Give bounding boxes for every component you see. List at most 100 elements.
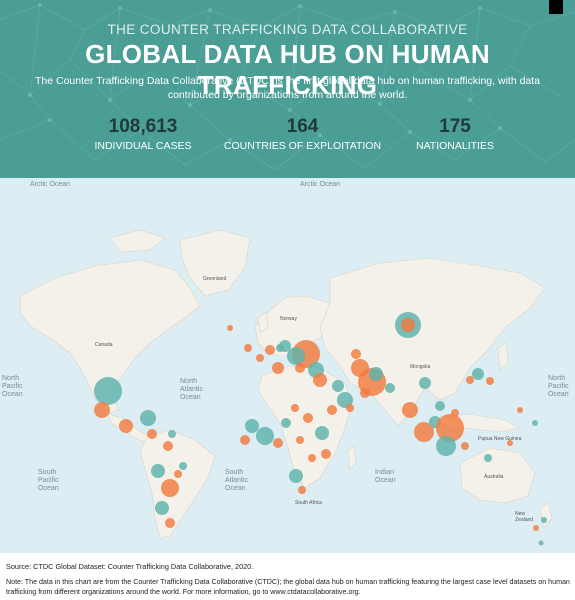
nationality-marker[interactable]: [265, 345, 275, 355]
label-south-pacific-ocean: South Pacific Ocean: [38, 469, 59, 492]
marker-layer: [94, 312, 547, 546]
land-greenland: [179, 229, 251, 297]
exploitation-marker[interactable]: [281, 418, 291, 428]
label-australia: Australia: [484, 474, 504, 480]
exploitation-marker[interactable]: [289, 469, 303, 483]
nationality-marker[interactable]: [436, 414, 464, 442]
data-note: Note: The data in this chart are from th…: [6, 578, 570, 596]
stat-value: 175: [439, 116, 471, 137]
nationality-marker[interactable]: [401, 318, 415, 332]
land-madagascar: [347, 445, 357, 471]
nationality-marker[interactable]: [291, 404, 299, 412]
world-map[interactable]: Arctic Ocean Arctic Ocean North Atlantic O…: [0, 178, 575, 553]
exploitation-marker[interactable]: [435, 401, 445, 411]
exploitation-marker[interactable]: [332, 380, 344, 392]
exploitation-marker[interactable]: [276, 344, 284, 352]
exploitation-marker[interactable]: [337, 392, 353, 408]
label-new-zealand: New Zealand: [515, 511, 533, 523]
nationality-marker[interactable]: [240, 435, 250, 445]
header-subtitle: The Counter Trafficking Data Collaborati…: [34, 75, 541, 101]
land-japan: [497, 342, 509, 371]
nationality-marker[interactable]: [147, 429, 157, 439]
label-greenland: Greenland: [203, 276, 227, 282]
nationality-marker[interactable]: [351, 349, 361, 359]
network-background-graphic: [0, 3, 575, 171]
land-australia: [459, 447, 536, 504]
nationality-marker[interactable]: [313, 373, 327, 387]
nationality-marker[interactable]: [296, 436, 304, 444]
nationality-marker[interactable]: [451, 409, 459, 417]
nationality-marker[interactable]: [486, 377, 494, 385]
label-north-pacific-ocean-left: North Pacific Ocean: [2, 375, 23, 398]
place-labels: Greenland Canada Norway Mongolia Austral…: [95, 276, 533, 523]
exploitation-marker[interactable]: [472, 368, 484, 380]
nationality-marker[interactable]: [244, 344, 252, 352]
label-indian-ocean: Indian Ocean: [375, 469, 396, 484]
label-south-atlantic-ocean: South Atlantic Ocean: [225, 469, 248, 492]
stat-value: 164: [286, 116, 319, 137]
exploitation-marker[interactable]: [140, 410, 156, 426]
nationality-marker[interactable]: [94, 402, 110, 418]
stat-value: 108,613: [108, 116, 178, 137]
label-arctic-ocean-right: Arctic Ocean: [300, 181, 340, 188]
nationality-marker[interactable]: [346, 404, 354, 412]
nationality-marker[interactable]: [308, 454, 316, 462]
label-north-atlantic-ocean: North Atlantic Ocean: [180, 378, 203, 401]
nationality-marker[interactable]: [533, 525, 539, 531]
stat-label: COUNTRIES OF EXPLOITATION: [223, 140, 382, 152]
exploitation-marker[interactable]: [538, 540, 544, 546]
nationality-marker[interactable]: [517, 407, 523, 413]
nationality-marker[interactable]: [402, 402, 418, 418]
nationality-marker[interactable]: [461, 442, 469, 450]
ocean-labels: Arctic Ocean Arctic Ocean North Atlantic O…: [2, 181, 569, 492]
exploitation-marker[interactable]: [532, 420, 538, 426]
label-papua-new-guinea: Papua New Guinea: [478, 436, 522, 442]
nationality-marker[interactable]: [174, 470, 182, 478]
exploitation-marker[interactable]: [151, 464, 165, 478]
page-title: GLOBAL DATA HUB ON HUMAN TRAFFICKING: [85, 39, 490, 100]
nationality-marker[interactable]: [227, 325, 233, 331]
label-norway: Norway: [280, 316, 297, 322]
exploitation-marker[interactable]: [315, 426, 329, 440]
nationality-marker[interactable]: [466, 376, 474, 384]
nationality-marker[interactable]: [119, 419, 133, 433]
label-arctic-ocean-left: Arctic Ocean: [30, 181, 70, 188]
exploitation-marker[interactable]: [94, 377, 122, 405]
nationality-marker[interactable]: [414, 422, 434, 442]
exploitation-marker[interactable]: [155, 501, 169, 515]
label-south-africa: South Africa: [295, 500, 322, 506]
stat-individual-cases: 108,613 INDIVIDUAL CASES: [78, 116, 208, 152]
nationality-marker[interactable]: [256, 354, 264, 362]
nationality-marker[interactable]: [360, 388, 370, 398]
exploitation-marker[interactable]: [168, 430, 176, 438]
stat-nationalities: 175 NATIONALITIES: [400, 116, 510, 152]
exploitation-marker[interactable]: [245, 419, 259, 433]
corner-square: [549, 0, 563, 14]
exploitation-marker[interactable]: [369, 367, 383, 381]
land-uk: [257, 311, 269, 333]
exploitation-marker[interactable]: [484, 454, 492, 462]
nationality-marker[interactable]: [165, 518, 175, 528]
nationality-marker[interactable]: [321, 449, 331, 459]
nationality-marker[interactable]: [273, 438, 283, 448]
exploitation-marker[interactable]: [419, 377, 431, 389]
exploitation-marker[interactable]: [541, 517, 547, 523]
stat-countries-of-exploitation: 164 COUNTRIES OF EXPLOITATION: [220, 116, 385, 152]
nationality-marker[interactable]: [295, 363, 305, 373]
exploitation-marker[interactable]: [179, 462, 187, 470]
land-north-america: [19, 259, 201, 415]
header-supertitle: THE COUNTER TRAFFICKING DATA COLLABORATI…: [107, 22, 468, 37]
stat-label: INDIVIDUAL CASES: [94, 140, 192, 152]
nationality-marker[interactable]: [298, 486, 306, 494]
exploitation-marker[interactable]: [287, 347, 305, 365]
nationality-marker[interactable]: [161, 479, 179, 497]
nationality-marker[interactable]: [507, 440, 513, 446]
nationality-marker[interactable]: [327, 405, 337, 415]
exploitation-marker[interactable]: [385, 383, 395, 393]
label-mongolia: Mongolia: [410, 364, 431, 370]
nationality-marker[interactable]: [272, 362, 284, 374]
nationality-marker[interactable]: [163, 441, 173, 451]
exploitation-marker[interactable]: [256, 427, 274, 445]
nationality-marker[interactable]: [303, 413, 313, 423]
exploitation-marker[interactable]: [436, 436, 456, 456]
